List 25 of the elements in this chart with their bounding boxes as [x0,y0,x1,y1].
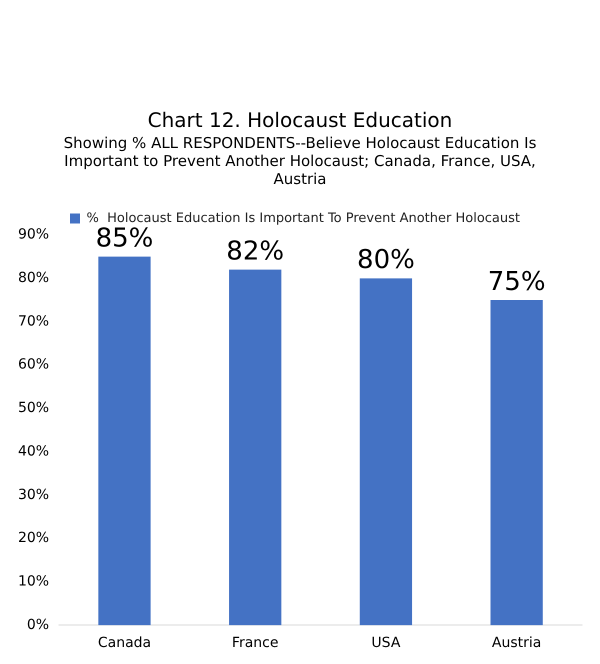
y-tick-label: 90% [18,226,50,243]
bar [360,278,412,626]
data-label: 85% [96,223,154,254]
x-tick-label: France [232,635,278,652]
y-tick-label: 30% [18,486,50,503]
y-tick-label: 40% [18,443,50,460]
y-tick-label: 20% [18,530,50,546]
data-label: 82% [226,236,284,266]
chart-subtitle: Showing % ALL RESPONDENTS--Believe Holocaust Education Is Important to Prevent Another Holocaust; Canada, France, USA, Austria [62,134,538,188]
legend-label: % Holocaust Education Is Important To Prevent Another Holocaust [86,210,520,226]
data-label: 80% [357,245,415,276]
data-label: 75% [488,266,546,297]
y-tick-label: 80% [18,270,50,286]
y-tick-label: 10% [18,573,50,590]
bar [490,300,543,626]
y-tick-label: 70% [18,313,50,330]
x-tick-label: USA [371,635,401,652]
bar [229,270,282,626]
chart-title: Chart 12. Holocaust Education [146,108,454,132]
y-tick-label: 60% [18,356,50,373]
bar [98,256,151,626]
y-tick-label: 50% [18,400,50,416]
x-tick-label: Austria [492,635,542,652]
x-tick-label: Canada [98,635,152,652]
y-tick-label: 0% [26,616,50,633]
